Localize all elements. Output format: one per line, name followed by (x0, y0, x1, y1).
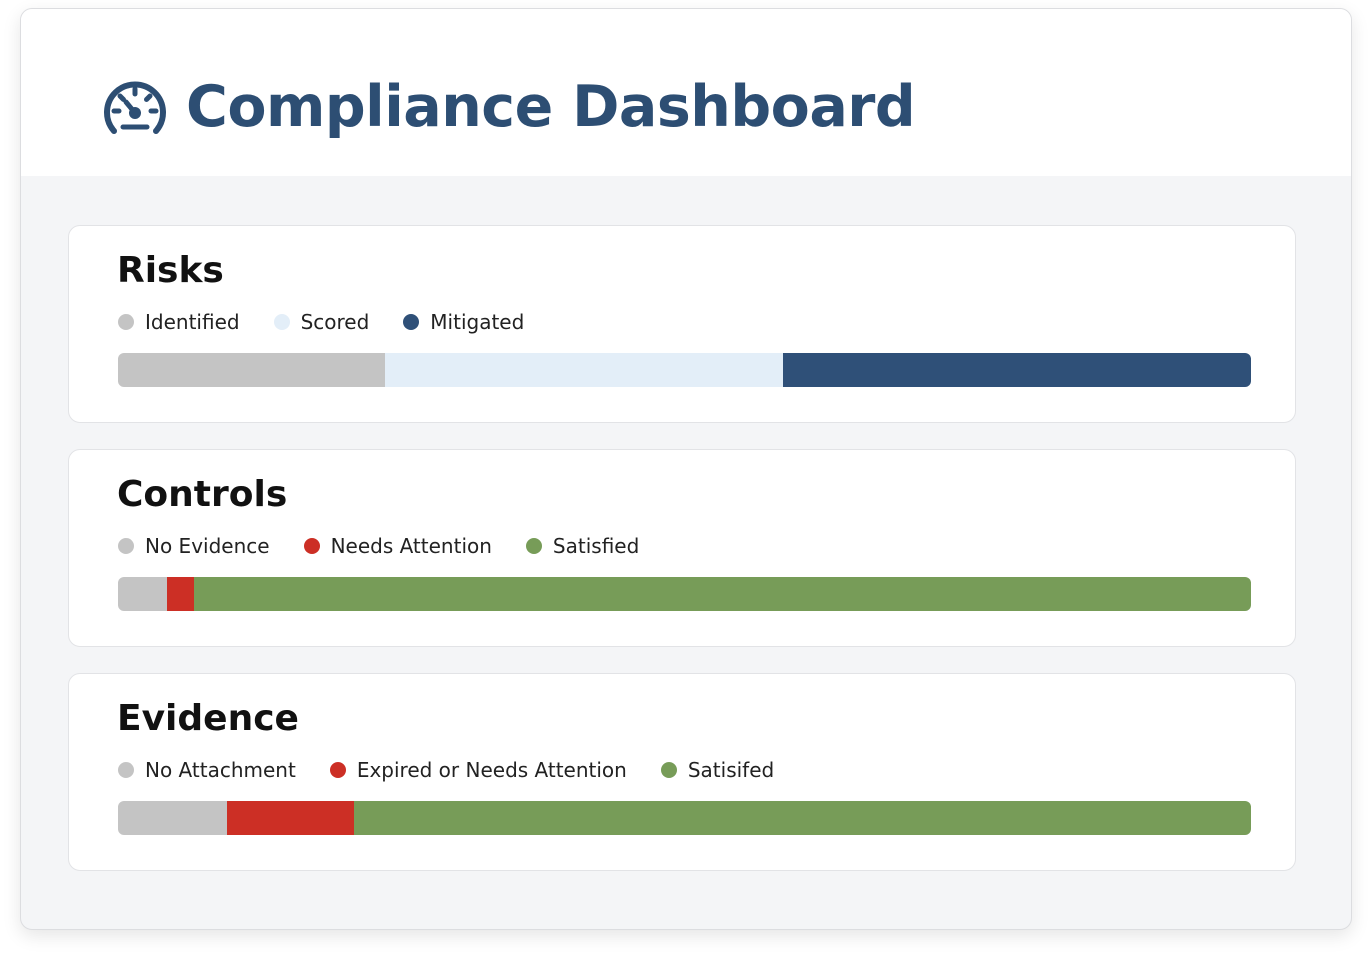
legend-dot (525, 538, 542, 554)
legend-dot (273, 314, 290, 330)
legend-item: Needs Attention (303, 533, 492, 559)
bar-segment-identified (118, 353, 386, 387)
legend-label: Mitigated (430, 310, 525, 334)
legend-dot (118, 314, 134, 330)
card-title: Evidence (117, 698, 299, 739)
legend-label: Satisifed (687, 758, 775, 782)
dashboard-header: Compliance Dashboard (21, 9, 1351, 176)
legend-dot (329, 762, 346, 778)
controls-card: Controls No Evidence Needs Attention Sat… (68, 449, 1296, 647)
card-title: Risks (117, 250, 224, 291)
legend-item: Satisifed (660, 757, 775, 783)
evidence-progress-bar (118, 801, 1251, 835)
legend-item: No Attachment (118, 757, 296, 783)
dashboard-window: Compliance Dashboard Risks Identified Sc… (20, 8, 1352, 930)
bar-segment-needs-attention (166, 577, 194, 611)
risks-progress-bar (118, 353, 1251, 387)
evidence-card: Evidence No Attachment Expired or Needs … (68, 673, 1296, 871)
bar-segment-expired-or-needs-attention (226, 801, 354, 835)
legend: Identified Scored Mitigated (118, 309, 558, 335)
bar-segment-no-attachment (118, 801, 227, 835)
speedometer-icon (104, 81, 166, 134)
legend-item: Satisfied (525, 533, 640, 559)
bar-segment-no-evidence (118, 577, 167, 611)
legend-label: Expired or Needs Attention (356, 758, 627, 782)
bar-segment-satisfied (353, 801, 1251, 835)
bar-segment-mitigated (783, 353, 1251, 387)
legend-item: Expired or Needs Attention (329, 757, 627, 783)
legend: No Evidence Needs Attention Satisfied (118, 533, 673, 559)
legend-dot (118, 762, 134, 778)
legend-label: Scored (300, 310, 370, 334)
legend-item: Identified (118, 309, 240, 335)
page-title: Compliance Dashboard (186, 74, 916, 140)
legend-label: Needs Attention (330, 534, 492, 558)
legend-item: No Evidence (118, 533, 270, 559)
legend-dot (660, 762, 677, 778)
bar-segment-scored (385, 353, 784, 387)
legend-dot (118, 538, 134, 554)
legend-label: Satisfied (552, 534, 640, 558)
legend-item: Scored (273, 309, 370, 335)
card-title: Controls (117, 474, 288, 515)
bar-segment-satisfied (193, 577, 1251, 611)
legend-label: No Evidence (145, 534, 270, 558)
legend-dot (403, 314, 420, 330)
legend-item: Mitigated (403, 309, 524, 335)
legend-label: No Attachment (145, 758, 296, 782)
legend-label: Identified (145, 310, 240, 334)
legend-dot (303, 538, 320, 554)
legend: No Attachment Expired or Needs Attention… (118, 757, 808, 783)
controls-progress-bar (118, 577, 1251, 611)
risks-card: Risks Identified Scored Mitigated (68, 225, 1296, 423)
